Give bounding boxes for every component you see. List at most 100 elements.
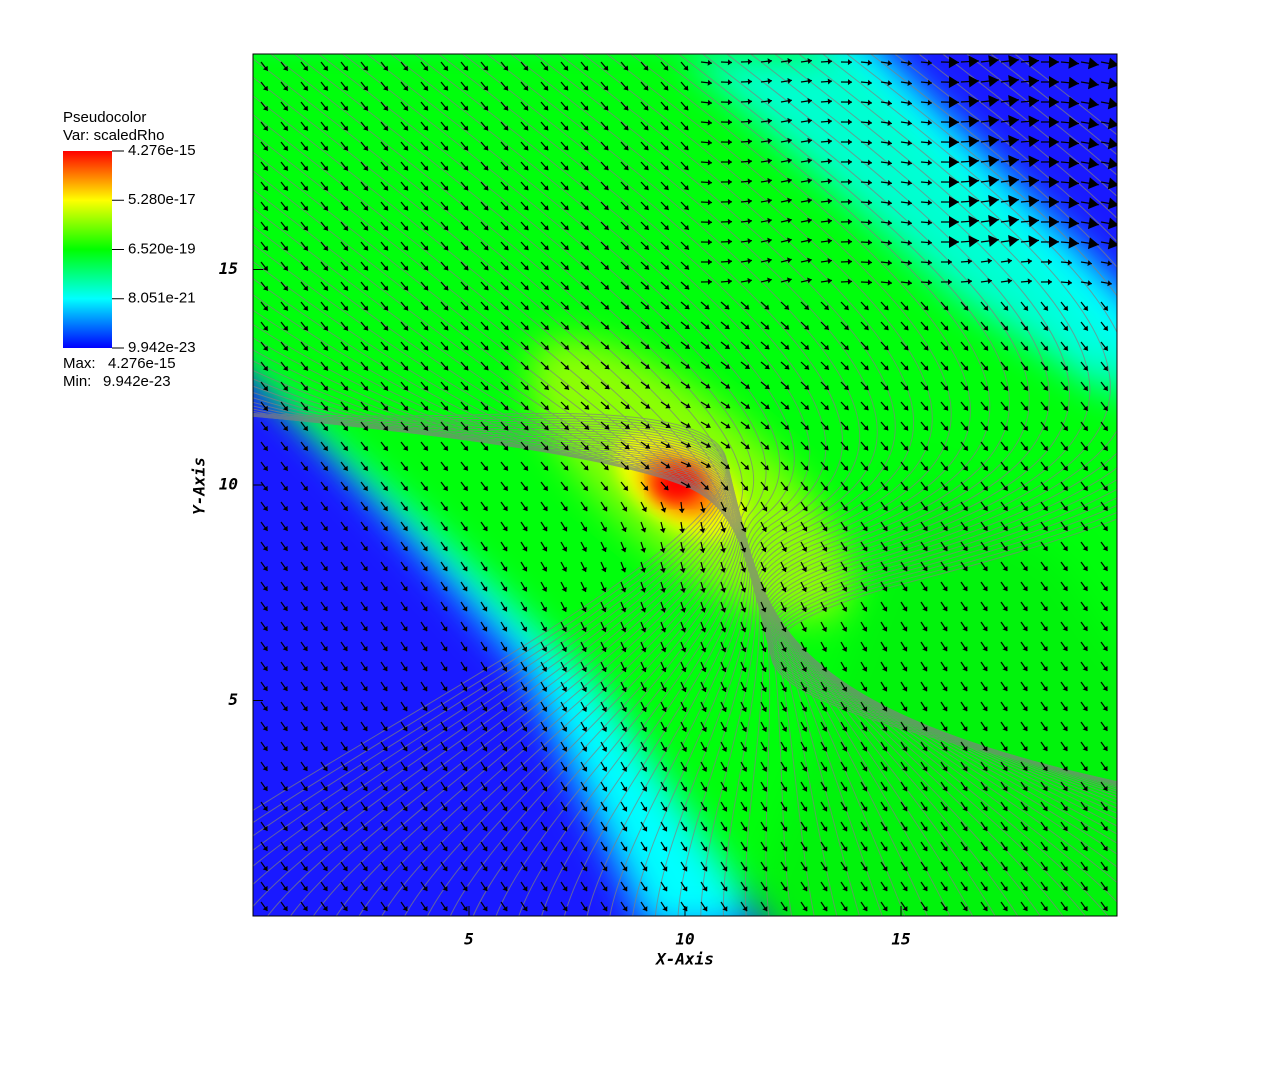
vector-head [622, 485, 628, 491]
vector-head [1042, 706, 1048, 711]
vector-head [442, 505, 448, 511]
vector-head [764, 384, 770, 390]
vector-head [443, 185, 449, 191]
legend-title: Pseudocolor [63, 109, 146, 126]
vector-head [342, 405, 348, 411]
vector-head [262, 845, 268, 851]
vector-head [847, 178, 852, 185]
vector-head [1062, 345, 1068, 351]
vector-head [663, 145, 669, 151]
vector-head [664, 363, 670, 369]
vector-head [462, 505, 468, 511]
vector-head [1042, 645, 1048, 651]
vector-head [725, 443, 731, 449]
vector-head [761, 547, 767, 552]
vector-head [382, 746, 388, 752]
vector-head [988, 135, 999, 147]
vector-head [1048, 235, 1059, 248]
vector-head [462, 485, 468, 491]
vector-head [962, 586, 968, 592]
vector-head [827, 158, 832, 165]
vector-head [282, 845, 288, 851]
vector-head [882, 586, 888, 592]
vector-head [423, 365, 429, 371]
vector-head [987, 258, 992, 265]
vector-head [282, 405, 288, 411]
vector-head [725, 403, 731, 409]
vector-head [948, 76, 959, 89]
vector-head [402, 766, 408, 772]
vector-head [502, 726, 508, 732]
vector-head [987, 278, 992, 285]
vector-head [882, 746, 888, 752]
vector-head [422, 525, 428, 531]
vector-head [707, 99, 712, 106]
vector-head [482, 666, 488, 672]
vector-head [867, 219, 872, 226]
vector-head [761, 587, 767, 593]
vector-head [1023, 325, 1028, 331]
vector-head [383, 385, 388, 391]
vector-head [1067, 279, 1072, 286]
vector-head [724, 324, 730, 330]
vector-head [1102, 325, 1108, 331]
vector-head [503, 185, 509, 191]
vector-head [642, 866, 648, 872]
vector-head [282, 605, 288, 611]
vector-head [262, 565, 268, 571]
streamline [253, 412, 728, 811]
vector-head [742, 826, 748, 832]
vector-head [641, 726, 647, 732]
vector-head [867, 239, 872, 246]
vector-head [262, 505, 268, 511]
vector-head [502, 485, 508, 491]
vector-head [443, 225, 449, 231]
vector-head [867, 159, 872, 166]
vector-head [383, 85, 388, 91]
vector-head [502, 546, 508, 552]
vector-head [1042, 605, 1048, 611]
vector-head [362, 505, 368, 511]
vector-head [624, 324, 630, 330]
vector-head [1107, 137, 1117, 150]
vector-head [983, 345, 988, 351]
vector-head [1068, 56, 1079, 69]
vector-head [823, 445, 829, 451]
vector-head [282, 345, 288, 351]
vector-head [402, 826, 408, 832]
vector-head [602, 826, 608, 832]
vector-head [462, 646, 468, 652]
vector-head [700, 647, 707, 653]
vector-head [523, 365, 529, 370]
vector-head [903, 425, 909, 431]
vector-head [843, 405, 849, 411]
vector-head [262, 285, 268, 291]
vector-head [442, 806, 448, 812]
vector-head [722, 906, 728, 912]
vector-head [503, 465, 508, 471]
vector-head [942, 525, 948, 531]
vector-head [363, 265, 368, 271]
vector-head [942, 746, 948, 752]
vector-head [302, 185, 308, 191]
colorbar-tick-label: 5.280e-17 [128, 191, 196, 208]
vector-head [1028, 215, 1039, 228]
vector-head [322, 85, 328, 91]
vector-head [442, 726, 448, 732]
vector-head [383, 205, 388, 211]
vector-head [1042, 385, 1048, 391]
vector-head [543, 125, 549, 131]
vector-head [902, 806, 908, 812]
vector-head [562, 806, 568, 812]
vector-head [942, 806, 948, 812]
vector-head [402, 806, 408, 812]
vector-head [1002, 666, 1008, 672]
streamline [253, 151, 838, 916]
vector-head [1028, 135, 1039, 148]
vector-head [403, 285, 409, 291]
vector-head [883, 305, 889, 311]
vector-head [721, 746, 727, 752]
vector-head [822, 866, 828, 872]
vector-head [1068, 156, 1079, 169]
vector-head [542, 886, 548, 892]
